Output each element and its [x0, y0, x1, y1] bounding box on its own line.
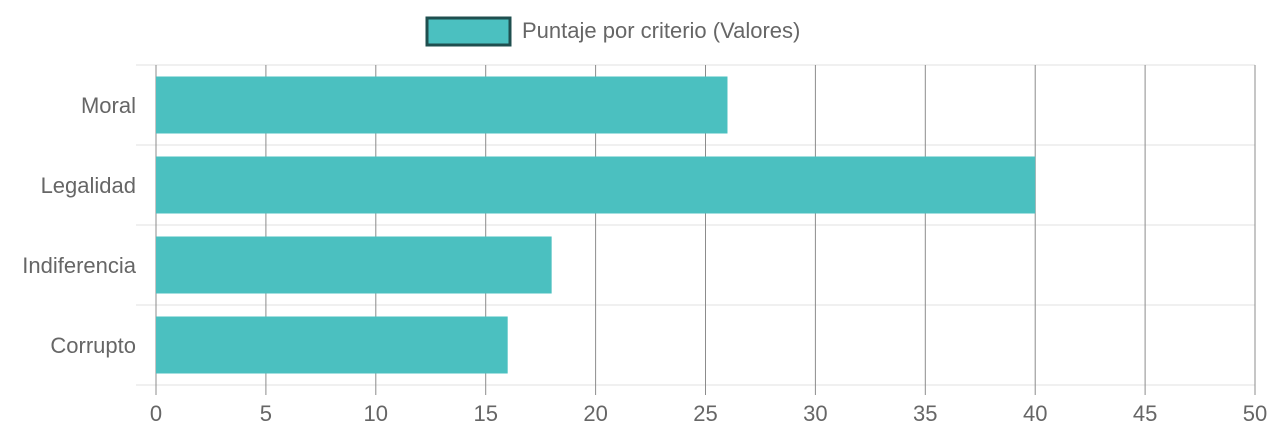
y-category-label: Legalidad	[41, 173, 136, 198]
legend-label[interactable]: Puntaje por criterio (Valores)	[522, 18, 800, 43]
x-tick-label: 25	[693, 401, 717, 426]
x-tick-label: 20	[583, 401, 607, 426]
y-category-label: Moral	[81, 93, 136, 118]
legend[interactable]: Puntaje por criterio (Valores)	[425, 16, 800, 47]
bar-corrupto[interactable]	[156, 316, 508, 374]
x-tick-label: 40	[1023, 401, 1047, 426]
bar-legalidad[interactable]	[156, 156, 1036, 214]
x-tick-label: 10	[364, 401, 388, 426]
y-axis-labels: Moral Legalidad Indiferencia Corrupto	[22, 93, 137, 358]
bar-indiferencia[interactable]	[156, 236, 552, 294]
x-tick-label: 5	[260, 401, 272, 426]
bar-moral[interactable]	[156, 76, 728, 134]
legend-swatch[interactable]	[425, 16, 512, 47]
x-tick-label: 0	[150, 401, 162, 426]
x-tick-label: 30	[803, 401, 827, 426]
x-tick-label: 35	[913, 401, 937, 426]
x-tick-label: 15	[473, 401, 497, 426]
x-axis-labels: 0 5 10 15 20 25 30 35 40 45 50	[150, 401, 1267, 426]
x-tick-label: 50	[1243, 401, 1267, 426]
bars	[156, 76, 1036, 374]
y-category-label: Indiferencia	[22, 253, 137, 278]
x-tick-label: 45	[1133, 401, 1157, 426]
y-category-label: Corrupto	[50, 333, 136, 358]
